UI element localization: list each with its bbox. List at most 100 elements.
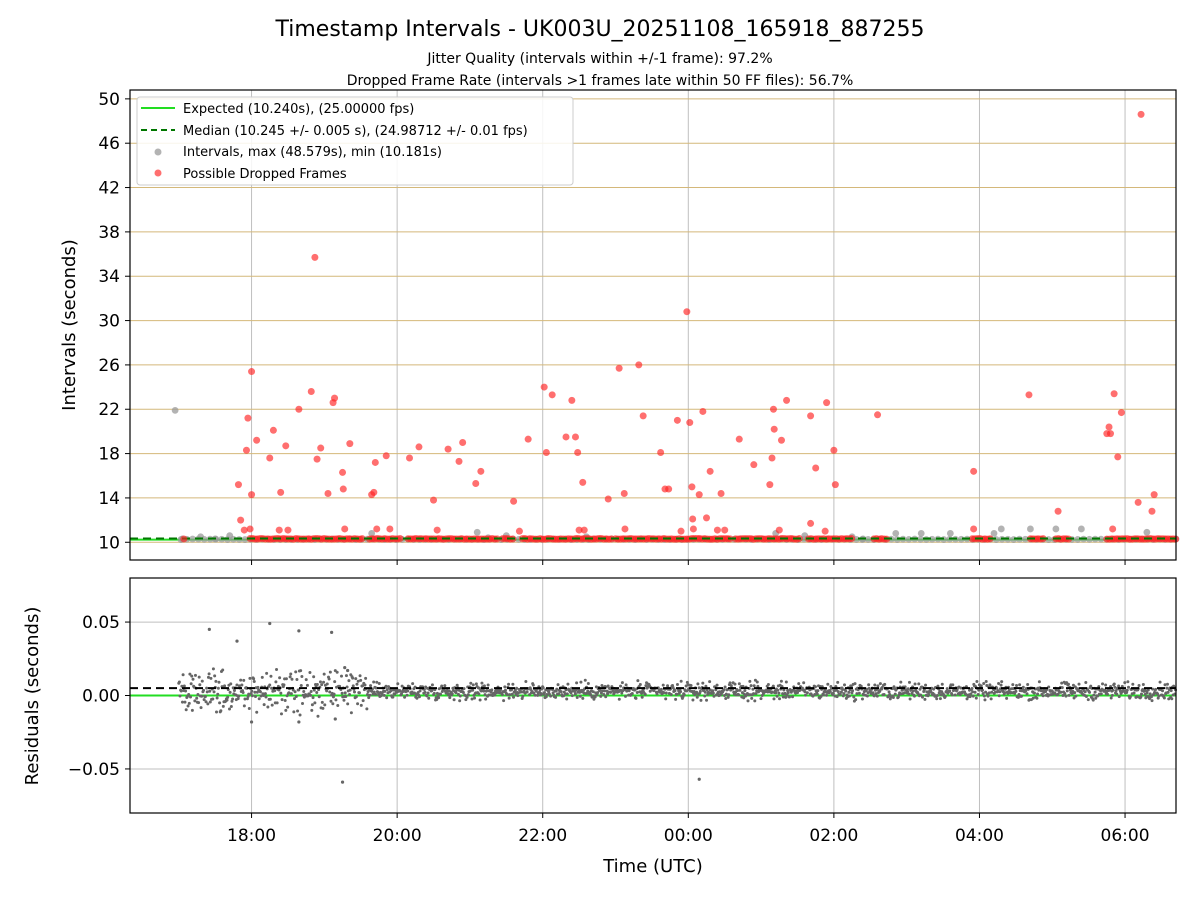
residual-point: [321, 706, 325, 710]
residual-point: [180, 700, 184, 704]
residual-point: [262, 694, 266, 698]
dropped-frame-point: [455, 457, 463, 465]
residual-point: [1014, 689, 1018, 693]
residual-point: [566, 682, 570, 686]
residual-point: [1093, 690, 1097, 694]
residual-point: [759, 697, 763, 701]
residual-point: [391, 695, 395, 699]
residual-point: [871, 691, 875, 695]
residual-point: [711, 691, 715, 695]
residual-point: [357, 691, 361, 695]
residual-point: [253, 694, 257, 698]
residual-point: [418, 689, 422, 693]
residual-point: [207, 672, 211, 676]
residual-point: [278, 676, 282, 680]
residual-point: [204, 700, 208, 704]
residual-point: [583, 678, 587, 682]
residual-point: [749, 684, 753, 688]
dropped-frame-point: [548, 391, 556, 399]
residual-point: [297, 720, 301, 724]
dropped-frame-point: [524, 435, 532, 443]
residual-point: [943, 694, 947, 698]
intervals-y-axis-label: Intervals (seconds): [59, 239, 80, 411]
residual-point: [208, 689, 212, 693]
dropped-frame-point: [339, 485, 347, 493]
residual-point: [557, 692, 561, 696]
interval-point: [1077, 525, 1085, 533]
residual-point: [377, 682, 381, 686]
residual-point: [851, 689, 855, 693]
residual-point: [664, 697, 668, 701]
dropped-frame-point: [750, 461, 758, 469]
residual-point: [308, 670, 312, 674]
residual-point: [867, 683, 871, 687]
dropped-frame-point: [970, 467, 978, 475]
residual-point: [186, 704, 190, 708]
residual-point: [495, 691, 499, 695]
residual-point: [202, 698, 206, 702]
residual-point: [988, 683, 992, 687]
dropped-frame-point: [823, 399, 831, 407]
residual-point: [899, 680, 903, 684]
residual-point: [336, 703, 340, 707]
residual-point: [766, 683, 770, 687]
residual-point: [248, 676, 252, 680]
residual-point: [269, 674, 273, 678]
residual-point: [262, 703, 266, 707]
dropped-frame-point: [1105, 423, 1113, 431]
residual-point: [752, 692, 756, 696]
residual-point: [539, 692, 543, 696]
residual-point: [1018, 683, 1022, 687]
residual-point: [784, 680, 788, 684]
residual-point: [515, 686, 519, 690]
legend-dropped-label: Possible Dropped Frames: [183, 167, 347, 182]
residual-point: [486, 683, 490, 687]
residual-point: [755, 680, 759, 684]
residual-point: [778, 697, 782, 701]
residual-point: [1127, 685, 1131, 689]
residual-point: [935, 694, 939, 698]
dropped-frame-point: [371, 458, 379, 466]
residual-point: [339, 674, 343, 678]
residual-point: [1015, 683, 1019, 687]
dropped-frame-point: [580, 526, 588, 534]
dropped-frame-point: [242, 446, 250, 454]
residual-point: [1117, 695, 1121, 699]
residual-point: [702, 688, 706, 692]
residual-point: [569, 691, 573, 695]
intervals-plot-frame: [129, 89, 1177, 561]
residual-point: [330, 630, 334, 634]
residual-point: [813, 692, 817, 696]
residual-point: [753, 678, 757, 682]
residual-point: [662, 691, 666, 695]
residual-point: [218, 701, 222, 705]
residual-point: [1092, 693, 1096, 697]
residual-point: [804, 693, 808, 697]
x-tick-label: 04:00: [955, 826, 1004, 846]
residual-point: [325, 682, 329, 686]
dropped-frame-point: [246, 525, 254, 533]
residual-point: [729, 684, 733, 688]
residual-point: [865, 694, 869, 698]
residual-point: [936, 684, 940, 688]
dropped-frame-point: [1114, 453, 1122, 461]
residual-point: [268, 683, 272, 687]
residual-point: [266, 705, 270, 709]
residual-point: [264, 695, 268, 699]
residual-point: [906, 687, 910, 691]
residual-point: [624, 683, 628, 687]
residual-point: [197, 675, 201, 679]
residual-point: [593, 695, 597, 699]
residual-point: [938, 697, 942, 701]
residual-point: [181, 673, 185, 677]
dropped-frame-point: [269, 426, 277, 434]
residual-point: [259, 694, 263, 698]
residual-point: [315, 682, 319, 686]
residual-point: [559, 690, 563, 694]
residual-point: [299, 669, 303, 673]
residual-point: [545, 692, 549, 696]
residual-point: [847, 694, 851, 698]
dropped-frame-point: [574, 448, 582, 456]
residual-point: [393, 692, 397, 696]
dropped-frame-point: [295, 405, 303, 413]
